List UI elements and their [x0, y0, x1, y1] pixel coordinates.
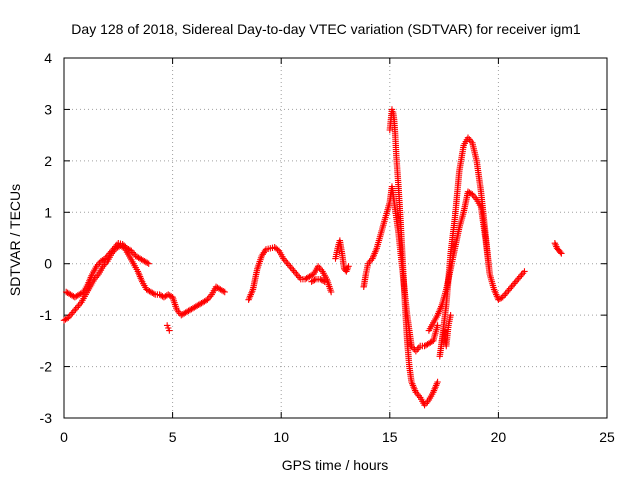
data-point — [558, 250, 565, 257]
data-point — [319, 277, 327, 285]
data-point — [327, 288, 335, 296]
y-axis-label: SDTVAR / TECUs — [7, 184, 23, 296]
y-tick-label: 3 — [44, 101, 52, 117]
data-point — [557, 248, 564, 256]
y-tick-label: -1 — [40, 307, 53, 323]
x-tick-label: 0 — [60, 429, 68, 445]
data-point — [486, 270, 493, 278]
y-tick-label: 4 — [44, 50, 52, 66]
axis-ticks — [63, 57, 608, 419]
y-tick-label: 2 — [44, 153, 52, 169]
y-tick-label: 1 — [44, 204, 52, 220]
data-point — [220, 287, 227, 295]
x-tick-label: 10 — [273, 429, 289, 445]
y-tick-label: -3 — [40, 410, 53, 426]
data-point — [311, 276, 318, 284]
data-point — [345, 263, 352, 270]
data-point — [120, 242, 128, 249]
data-points — [60, 106, 565, 409]
x-tick-label: 20 — [491, 429, 507, 445]
x-tick-label: 5 — [169, 429, 177, 445]
y-tick-label: 0 — [44, 256, 52, 272]
data-point — [144, 259, 151, 267]
x-tick-labels: 0 5 10 15 20 25 — [60, 429, 615, 445]
data-point — [221, 288, 228, 296]
data-point — [321, 278, 328, 285]
y-tick-label: -2 — [40, 359, 53, 375]
gridlines — [64, 58, 607, 418]
data-point — [434, 378, 441, 386]
data-point — [119, 240, 126, 248]
data-point — [521, 268, 528, 275]
x-axis-label: GPS time / hours — [282, 457, 389, 473]
data-point — [166, 327, 173, 334]
x-tick-label: 15 — [382, 429, 398, 445]
data-point — [434, 322, 441, 329]
plot-frame — [63, 57, 608, 419]
y-tick-labels: -3 -2 -1 0 1 2 3 4 — [40, 50, 53, 426]
data-point — [150, 290, 157, 297]
chart-title: Day 128 of 2018, Sidereal Day-to-day VTE… — [71, 21, 581, 37]
data-point — [145, 260, 152, 267]
x-tick-label: 25 — [599, 429, 615, 445]
data-point — [447, 311, 454, 319]
